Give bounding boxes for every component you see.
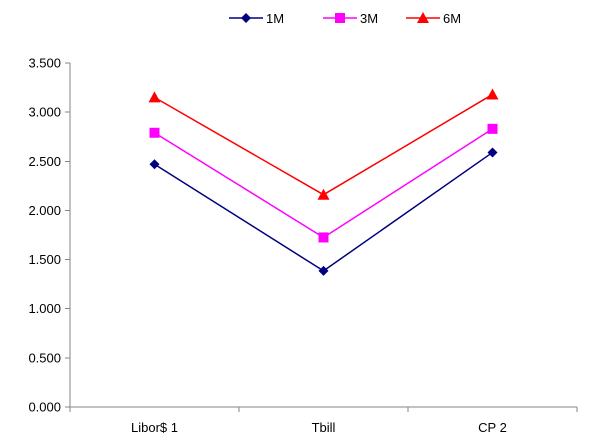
y-tick-label: 2.500: [28, 154, 61, 169]
series-line: [154, 93, 493, 196]
y-tick-label: 3.000: [28, 105, 61, 120]
y-tick-label: 0.500: [28, 350, 61, 365]
legend-label: 3M: [360, 11, 378, 26]
legend-marker: [335, 13, 345, 23]
data-point: [318, 232, 329, 243]
legend-label: 1M: [266, 11, 284, 26]
series-line: [154, 128, 493, 239]
legend-entry-6M: 6M: [406, 11, 461, 26]
data-point: [487, 123, 498, 134]
x-tick-label: CP 2: [478, 420, 507, 435]
series-6M: [148, 88, 499, 200]
legend-marker: [417, 12, 429, 23]
data-point: [148, 91, 161, 103]
legend-label: 6M: [443, 11, 461, 26]
axes: 0.000 0.500 1.000 1.500 2.000 2.500 3.000 3.500…: [28, 56, 578, 435]
y-tick-label: 2.000: [28, 203, 61, 218]
legend-entry-1M: 1M: [229, 11, 284, 26]
data-point: [149, 159, 160, 170]
data-point: [487, 147, 498, 158]
y-tick-label: 0.000: [28, 400, 61, 415]
y-tick-label: 1.000: [28, 301, 61, 316]
data-point: [317, 188, 330, 200]
legend-entry-3M: 3M: [323, 11, 378, 26]
series-3M: [149, 123, 498, 243]
y-tick-label: 1.500: [28, 252, 61, 267]
series-layer: [148, 88, 499, 276]
legend: 1M 3M 6M: [229, 11, 461, 26]
data-point: [486, 88, 499, 100]
data-point: [149, 127, 160, 138]
x-tick-label: Tbill: [312, 420, 336, 435]
series-line: [154, 151, 493, 272]
series-1M: [149, 147, 498, 276]
y-tick-label: 3.500: [28, 56, 61, 71]
legend-marker: [241, 13, 251, 23]
data-point: [318, 265, 329, 276]
x-tick-label: Libor$ 1: [131, 420, 178, 435]
